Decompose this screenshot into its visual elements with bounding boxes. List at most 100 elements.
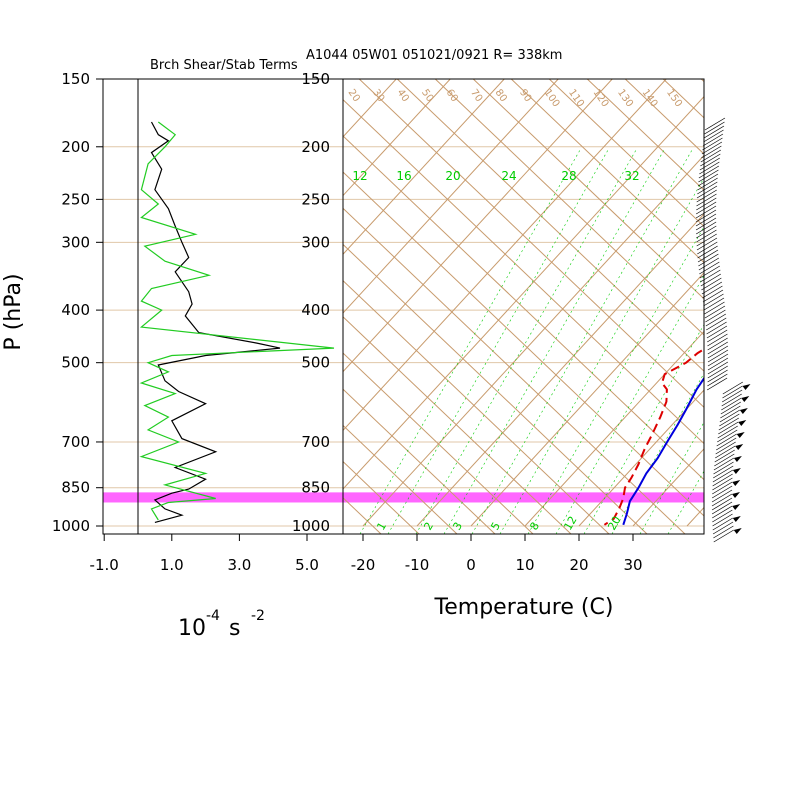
highlight-band: [103, 492, 704, 503]
left-series-green: [139, 121, 335, 521]
mixing-label-top: 24: [501, 169, 516, 183]
wind-barb: [702, 285, 723, 299]
wind-barb: [695, 205, 717, 219]
theta-label: 150: [664, 87, 684, 109]
wind-barb: [700, 273, 722, 287]
theta-label: 100: [542, 87, 562, 109]
wind-barb: [696, 197, 717, 211]
wind-barb: [712, 473, 733, 487]
theta-label: 20: [346, 87, 362, 104]
isotherms: [0, 79, 800, 527]
left-xlabel-exp1: -4: [206, 608, 220, 624]
wind-barb: [696, 229, 717, 243]
wind-barb: [713, 525, 734, 539]
dry-adiabat: [343, 352, 534, 534]
left-ytick-label: 700: [61, 433, 90, 451]
isotherm: [741, 79, 800, 526]
isotherm: [343, 95, 704, 490]
isotherm: [0, 79, 234, 526]
wind-barb: [707, 357, 729, 371]
wind-barb: [697, 245, 718, 259]
isotherm: [343, 79, 559, 314]
dry-adiabat: [358, 79, 704, 409]
wind-barb-flag: [732, 468, 741, 474]
left-xtick-label: 1.0: [160, 556, 184, 574]
mixing-label-bottom: 2: [421, 520, 436, 533]
y-axis-label: P (hPa): [1, 273, 26, 350]
temp-tick-label: -10: [405, 556, 430, 574]
isotherm: [416, 213, 704, 527]
wind-barb: [707, 345, 729, 359]
wind-barb: [700, 269, 721, 283]
mixing-line: [555, 275, 704, 534]
series-dewpoint: [603, 348, 704, 526]
wind-barb: [697, 241, 718, 255]
wind-barb: [701, 145, 722, 159]
dry-adiabat: [700, 79, 704, 83]
wind-barb: [707, 337, 728, 351]
wind-barb-flag: [735, 444, 744, 450]
wind-barb: [711, 485, 733, 499]
wind-barb: [712, 477, 733, 491]
left-series-group: [139, 121, 335, 523]
dry-adiabat: [343, 243, 648, 534]
wind-barb-flag: [733, 456, 742, 462]
dry-adiabat: [343, 279, 610, 534]
mixing-line: [667, 470, 704, 534]
wind-barb: [706, 377, 728, 391]
left-xlabel-unit: s: [222, 616, 247, 641]
wind-barb: [703, 129, 724, 143]
dry-adiabat: [510, 79, 704, 264]
wind-barb: [707, 349, 729, 363]
mixing-label-bottom: 3: [450, 520, 465, 533]
wind-barb: [712, 505, 733, 519]
isotherm: [343, 79, 667, 432]
mixing-line: [583, 323, 704, 534]
theta-labels: 20 30 40 50 60 70 80 90 100 110 120 130 140 150: [346, 87, 684, 109]
wind-barb: [713, 457, 735, 471]
theta-label: 120: [591, 87, 611, 109]
wind-barb: [706, 317, 727, 331]
skewt-ytick-label: 700: [301, 433, 330, 451]
wind-barb: [712, 513, 733, 527]
isotherm: [470, 272, 704, 527]
wind-barb: [696, 233, 717, 247]
dry-adiabat: [586, 79, 704, 191]
wind-barb-flag: [733, 528, 742, 534]
wind-barb: [715, 445, 736, 459]
mixing-line: [527, 226, 704, 534]
wind-barb-flag: [741, 396, 750, 402]
temp-tick-label: -20: [351, 556, 376, 574]
mixing-line: [499, 177, 704, 534]
wind-barb: [699, 265, 720, 279]
wind-barb: [706, 325, 728, 339]
dry-adiabat: [548, 79, 704, 228]
wind-barb: [696, 193, 717, 207]
mixing-line: [443, 149, 665, 534]
wind-barb: [713, 529, 734, 543]
skewt-isobars: [343, 79, 704, 527]
skewt-ytick-label: 400: [301, 301, 330, 319]
wind-barb: [700, 153, 721, 167]
wind-barb: [696, 225, 717, 239]
wind-barb: [711, 497, 733, 511]
wind-barb: [704, 117, 726, 131]
left-xtick-label: -1.0: [90, 556, 119, 574]
wind-barb: [703, 125, 725, 139]
wind-barb: [696, 237, 718, 251]
left-series-black: [150, 121, 281, 523]
wind-barb: [707, 329, 728, 343]
wind-barb: [701, 141, 723, 155]
wind-barb: [698, 257, 720, 271]
wind-barb: [712, 509, 733, 523]
skewt-ytick-label: 250: [301, 190, 330, 208]
skewt-ytick-label: 150: [301, 70, 330, 88]
wind-barb: [720, 401, 742, 415]
isotherm: [578, 389, 704, 527]
left-pressure-ticks: 150 200 250 300 400 500 700 850 1000: [52, 70, 103, 535]
theta-label: 90: [517, 87, 533, 104]
skewt-series-group: [603, 348, 704, 526]
theta-label: 140: [640, 87, 660, 109]
wind-barb: [707, 365, 728, 379]
mixing-line: [415, 149, 637, 534]
